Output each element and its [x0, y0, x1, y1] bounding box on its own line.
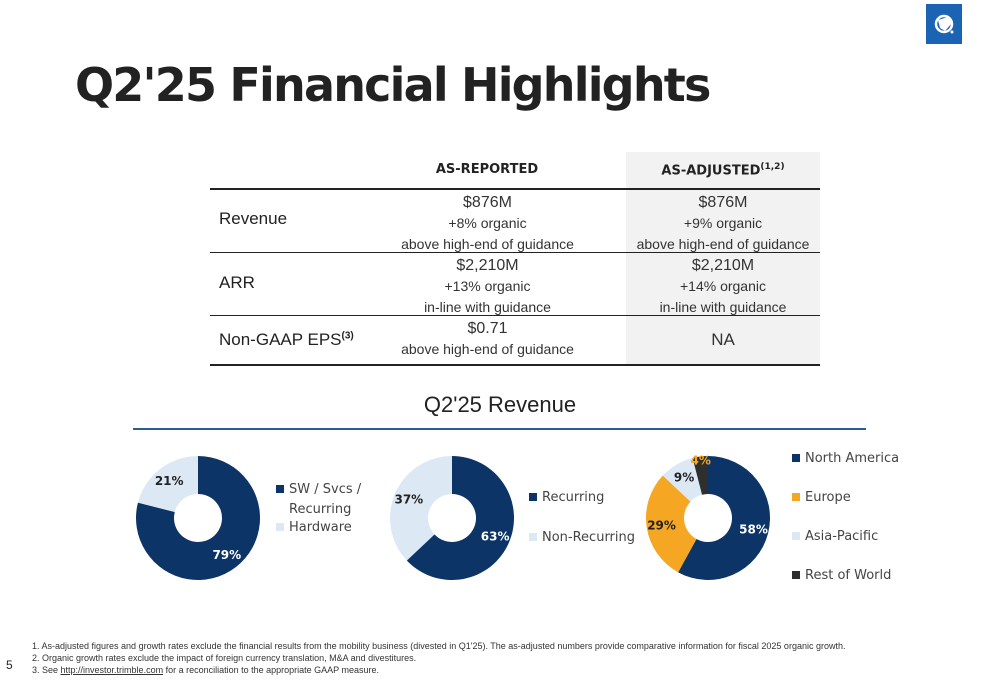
- row-label-eps-text: Non-GAAP EPS: [219, 330, 342, 349]
- row-divider-1: [210, 252, 820, 253]
- arr-reported-cell: $2,210M +13% organic in-line with guidan…: [380, 255, 595, 318]
- header-as-adjusted: AS-ADJUSTED(1,2): [640, 162, 806, 178]
- revenue-reported-guidance: above high-end of guidance: [401, 236, 574, 252]
- footnote-3-suffix: for a reconciliation to the appropriate …: [163, 665, 380, 675]
- eps-adjusted-cell: NA: [626, 329, 820, 350]
- slice-europe: [646, 475, 697, 573]
- legend-label-sw: SW / Svcs / Recurring: [289, 480, 361, 520]
- legend-label-recurring: Recurring: [542, 490, 605, 505]
- row-label-eps: Non-GAAP EPS(3): [219, 330, 354, 350]
- legend-swatch-rest-of-world: [792, 571, 800, 579]
- arr-reported-value: $2,210M: [456, 257, 519, 274]
- legend-swatch-sw: [276, 485, 284, 493]
- revenue-adjusted-guidance: above high-end of guidance: [636, 236, 810, 252]
- legend-label-rest-of-world: Rest of World: [805, 568, 892, 583]
- row-label-revenue: Revenue: [219, 209, 288, 228]
- pct-label-rest-of-world: 4%: [691, 453, 711, 467]
- legend-label-sw-line1: SW / Svcs /: [289, 482, 362, 497]
- slice-recurring: [406, 456, 514, 580]
- section-title: Q2'25 Revenue: [423, 392, 577, 417]
- table-bottom-rule: [210, 364, 820, 366]
- eps-reported-cell: $0.71 above high-end of guidance: [380, 318, 595, 360]
- pct-label-asia-pacific: 9%: [674, 471, 694, 485]
- eps-adjusted-value: NA: [711, 330, 735, 349]
- page-title: Q2'25 Financial Highlights: [75, 58, 711, 112]
- slice-rest-of-world: [692, 456, 708, 495]
- row-label-arr: ARR: [219, 273, 255, 292]
- legend-item-sw-svcs-recurring: SW / Svcs / Recurring: [276, 480, 361, 520]
- legend-label-asia-pacific: Asia-Pacific: [805, 529, 879, 544]
- header-as-reported-text: AS-REPORTED: [435, 162, 539, 177]
- revenue-reported-cell: $876M +8% organic above high-end of guid…: [380, 192, 595, 255]
- legend-swatch-europe: [792, 493, 800, 501]
- legend-swatch-recurring: [529, 493, 537, 501]
- footnote-3: 3. See http://investor.trimble.com for a…: [32, 664, 845, 676]
- legend-swatch-north-america: [792, 454, 800, 462]
- revenue-adjusted-cell: $876M +9% organic above high-end of guid…: [626, 192, 820, 255]
- arr-reported-guidance: in-line with guidance: [424, 299, 551, 315]
- donut-chart-region: 58% 29% 9% 4%: [646, 453, 770, 580]
- arr-adjusted-value: $2,210M: [691, 257, 755, 274]
- row-divider-2: [210, 315, 820, 316]
- slice-non-recurring: [390, 456, 452, 561]
- trimble-globe-icon: [934, 14, 954, 34]
- legend-item-non-recurring: Non-Recurring: [529, 528, 635, 548]
- pct-label-sw-svcs-recurring: 79%: [212, 548, 241, 562]
- pct-label-non-recurring: 37%: [394, 492, 423, 506]
- footnote-3-prefix: 3. See: [32, 665, 61, 675]
- legend-swatch-asia-pacific: [792, 532, 800, 540]
- revenue-adjusted-value: $876M: [698, 194, 748, 211]
- slice-sw-svcs-recurring: [136, 456, 260, 580]
- revenue-reported-value: $876M: [463, 194, 512, 211]
- legend-swatch-non-recurring: [529, 533, 537, 541]
- footnote-2: 2. Organic growth rates exclude the impa…: [32, 653, 417, 663]
- donut-chart-revenue-type: 79% 21%: [136, 456, 260, 580]
- as-adjusted-column-background: [626, 152, 820, 364]
- legend-label-non-recurring: Non-Recurring: [542, 530, 636, 545]
- page-number: 5: [6, 658, 13, 672]
- header-as-adjusted-sup: (1,2): [760, 162, 785, 172]
- legend-label-north-america: North America: [805, 451, 900, 466]
- investor-link[interactable]: http://investor.trimble.com: [60, 665, 164, 675]
- pct-label-north-america: 58%: [739, 523, 768, 537]
- legend-item-north-america: North America: [792, 449, 899, 469]
- trimble-logo: [926, 4, 962, 44]
- pct-label-recurring: 63%: [481, 530, 510, 544]
- slice-asia-pacific: [662, 457, 703, 502]
- slice-hardware: [137, 456, 198, 513]
- legend-item-europe: Europe: [792, 488, 851, 508]
- footnotes: 1. As-adjusted figures and growth rates …: [32, 640, 845, 676]
- arr-reported-growth: +13% organic: [444, 278, 531, 294]
- revenue-reported-growth: +8% organic: [448, 215, 527, 231]
- legend-swatch-hardware: [276, 523, 284, 531]
- header-rule: [210, 188, 820, 190]
- header-as-adjusted-text: AS-ADJUSTED: [661, 163, 761, 179]
- slice-north-america: [678, 456, 770, 580]
- footnote-1: 1. As-adjusted figures and growth rates …: [32, 641, 846, 651]
- legend-label-europe: Europe: [805, 490, 851, 505]
- pct-label-hardware: 21%: [155, 474, 184, 488]
- header-as-reported: AS-REPORTED: [420, 162, 554, 177]
- eps-reported-guidance: above high-end of guidance: [401, 341, 574, 357]
- arr-adjusted-growth: +14% organic: [679, 278, 766, 294]
- legend-item-asia-pacific: Asia-Pacific: [792, 527, 878, 547]
- section-rule: [133, 428, 866, 430]
- legend-item-rest-of-world: Rest of World: [792, 566, 891, 586]
- eps-reported-value: $0.71: [467, 320, 508, 337]
- row-label-eps-sup: (3): [341, 330, 354, 342]
- revenue-adjusted-growth: +9% organic: [683, 215, 763, 231]
- pct-label-europe: 29%: [647, 518, 676, 532]
- donut-chart-recurring: 63% 37%: [390, 456, 514, 580]
- arr-adjusted-cell: $2,210M +14% organic in-line with guidan…: [626, 255, 820, 318]
- legend-label-hardware: Hardware: [289, 520, 352, 535]
- legend-label-sw-line2: Recurring: [289, 502, 352, 517]
- legend-item-recurring: Recurring: [529, 488, 604, 508]
- legend-item-hardware: Hardware: [276, 518, 352, 538]
- arr-adjusted-guidance: in-line with guidance: [659, 299, 787, 315]
